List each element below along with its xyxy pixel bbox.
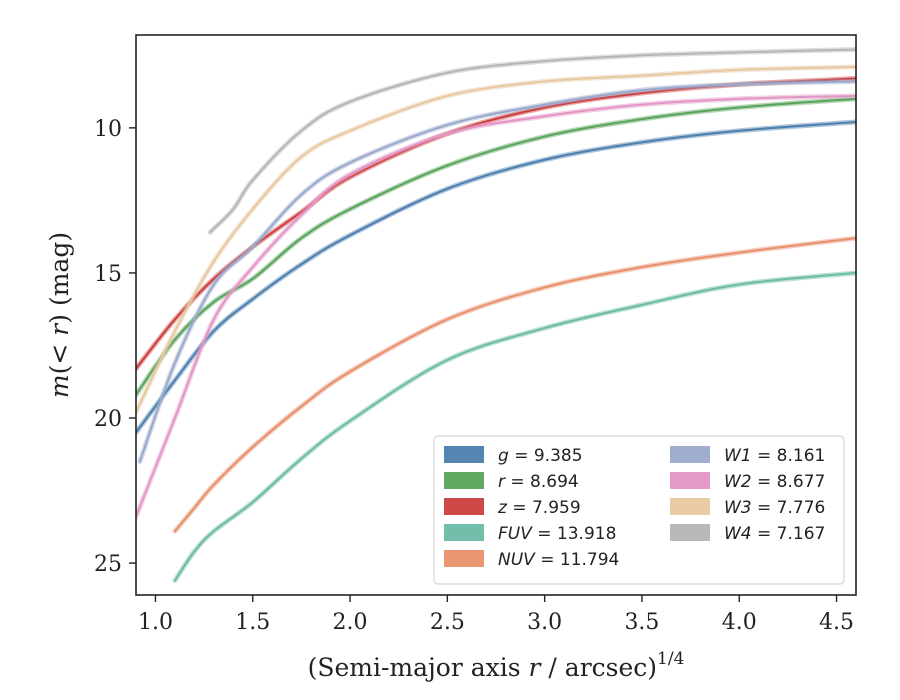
series-line-w3 xyxy=(136,65,856,414)
series-g xyxy=(136,119,856,436)
series-r xyxy=(136,96,856,398)
legend-box xyxy=(433,435,845,585)
legend-entry-w2: W2 = 8.677 xyxy=(670,472,825,492)
legend: g = 9.385 r = 8.694 z = 7.959 FUV = 13.918 N… xyxy=(433,435,845,585)
series-z xyxy=(136,76,856,372)
x-tick-label: 1.5 xyxy=(235,610,270,635)
legend-label: W1 = 8.161 xyxy=(724,446,825,466)
series-line-z xyxy=(136,77,856,370)
x-tick-label: 2.5 xyxy=(430,610,465,635)
legend-entry-w4: W4 = 7.167 xyxy=(670,524,825,544)
legend-swatch xyxy=(670,524,710,541)
legend-label: W3 = 7.776 xyxy=(724,498,825,518)
x-tick-label: 4.5 xyxy=(819,610,854,635)
series-layer xyxy=(136,47,856,583)
series-line-fuv xyxy=(173,271,856,582)
legend-swatch xyxy=(444,498,484,515)
legend-swatch xyxy=(444,472,484,489)
legend-label: W2 = 8.677 xyxy=(724,472,825,492)
series-fuv xyxy=(172,270,856,583)
legend-entry-z: z = 7.959 xyxy=(444,498,581,518)
series-w1 xyxy=(137,78,856,465)
legend-label: W4 = 7.167 xyxy=(724,524,825,544)
legend-entry-nuv: NUV = 11.794 xyxy=(444,550,619,570)
series-line-nuv xyxy=(173,237,856,533)
legend-entry-w3: W3 = 7.776 xyxy=(670,498,825,518)
x-tick-label: 2.0 xyxy=(333,610,368,635)
legend-swatch xyxy=(670,446,710,463)
legend-entry-fuv: FUV = 13.918 xyxy=(444,524,616,544)
series-line-g xyxy=(136,121,856,434)
legend-swatch xyxy=(670,498,710,515)
series-line-w2 xyxy=(136,94,856,518)
y-tick-label: 20 xyxy=(94,407,122,432)
series-line-w1 xyxy=(138,80,856,463)
legend-label: FUV = 13.918 xyxy=(498,524,616,544)
legend-swatch xyxy=(444,524,484,541)
legend-entry-g: g = 9.385 xyxy=(444,446,583,466)
x-tick-label: 4.0 xyxy=(722,610,757,635)
legend-swatch xyxy=(444,550,484,567)
x-tick-label: 3.0 xyxy=(527,610,562,635)
legend-label: r = 8.694 xyxy=(498,472,579,492)
series-line-w4 xyxy=(208,48,856,234)
series-band-r xyxy=(136,96,856,398)
x-tick-label: 3.5 xyxy=(624,610,659,635)
y-tick-label: 15 xyxy=(94,262,122,287)
x-axis-label: (Semi-major axis r / arcsec)1/4 xyxy=(308,649,685,682)
x-axis: 1.0 1.5 2.0 2.5 3.0 3.5 4.0 4.5 xyxy=(138,595,854,635)
y-axis-label: m(< r) (mag) xyxy=(45,232,74,398)
series-line-r xyxy=(136,97,856,396)
series-w2 xyxy=(136,93,856,520)
series-w3 xyxy=(136,64,856,415)
legend-entry-w1: W1 = 8.161 xyxy=(670,446,825,466)
y-axis: 10 15 20 25 xyxy=(94,117,136,577)
legend-label: z = 7.959 xyxy=(497,498,581,518)
x-tick-label: 1.0 xyxy=(138,610,173,635)
y-tick-label: 10 xyxy=(94,117,122,142)
series-nuv xyxy=(172,235,856,534)
series-w4 xyxy=(207,47,856,235)
plot-frame xyxy=(135,34,857,596)
legend-swatch xyxy=(670,472,710,489)
legend-label: NUV = 11.794 xyxy=(498,550,619,570)
legend-entry-r: r = 8.694 xyxy=(444,472,579,492)
y-tick-label: 25 xyxy=(94,552,122,577)
legend-label: g = 9.385 xyxy=(498,446,583,466)
legend-swatch xyxy=(444,446,484,463)
